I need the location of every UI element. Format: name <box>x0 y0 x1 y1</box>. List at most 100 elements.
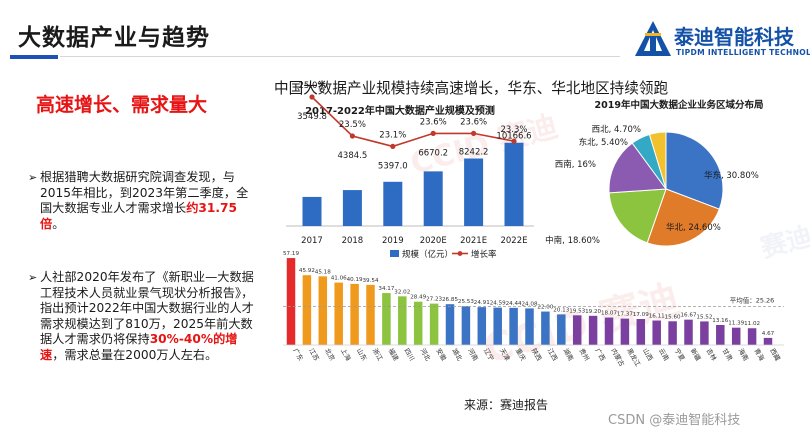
province-bar-value: 24.08 <box>521 301 537 307</box>
province-x-tick: 北京 <box>323 347 338 363</box>
province-x-tick: 内蒙古 <box>609 347 627 369</box>
province-bar <box>382 293 391 345</box>
bullet-text: 人社部2020年发布了《新职业—大数据工程技术人员就业景气现状分析报告》，指出预… <box>40 270 254 347</box>
province-bar <box>493 307 502 345</box>
province-bar <box>350 283 359 345</box>
title-divider <box>60 56 620 57</box>
province-bar <box>604 317 614 345</box>
pie-slice <box>631 133 667 190</box>
province-bar <box>588 315 598 345</box>
growth-rate-label: 23.5% <box>339 120 366 130</box>
csdn-attribution: CSDN @泰迪智能科技 <box>608 413 741 428</box>
province-bar-value: 20.13 <box>553 307 569 313</box>
province-bar <box>684 319 693 345</box>
legend-label-growth: 增长率 <box>471 249 497 260</box>
charts-headline: 中国大数据产业规模持续高速增长，华东、华北地区持续领跑 <box>274 80 669 97</box>
region-pie-title: 2019年中国大数据企业业务区域分布局 <box>595 99 764 111</box>
pie-slice-label: 西南, 16% <box>555 159 596 170</box>
province-bar <box>334 282 343 345</box>
province-bar-value: 22.00 <box>537 305 553 311</box>
pie-slice-label: 华北, 24.60% <box>666 222 721 233</box>
bullet-highlight: 约31.75倍 <box>40 201 237 231</box>
bullet-mohrss-report: ➢ 人社部2020年发布了《新职业—大数据工程技术人员就业景气现状分析报告》，指… <box>28 270 254 364</box>
watermark: CCID 赛迪 <box>406 108 562 182</box>
bullet-highlight: 30%-40%的增速 <box>40 332 238 362</box>
logo-name: 泰迪智能科技 <box>674 25 794 49</box>
province-x-tick: 天津 <box>498 347 512 363</box>
province-x-tick: 黑龙江 <box>625 347 643 369</box>
province-bar-value: 57.19 <box>283 251 299 257</box>
bullet-body: 根据猎聘大数据研究院调查发现，与2015年相比，到2023年第二季度，全国大数据… <box>40 170 254 232</box>
pie-slice <box>646 188 720 247</box>
pie-slice <box>608 142 667 194</box>
scale-bar-value: 3549.8 <box>297 112 327 122</box>
pie-slice-label: 东北, 5.40% <box>579 137 628 148</box>
province-bar-value: 41.06 <box>331 276 347 282</box>
province-bar <box>557 314 566 345</box>
scale-bar-value: 4384.5 <box>338 151 368 161</box>
section-heading: 高速增长、需求量大 <box>36 94 208 116</box>
province-bar <box>461 306 471 345</box>
province-x-tick: 青海 <box>752 347 767 363</box>
province-bar-value: 4.67 <box>762 331 775 337</box>
growth-rate-label: 23.1% <box>379 130 406 140</box>
province-x-tick: 江西 <box>546 347 560 363</box>
growth-rate-label: 23.3% <box>500 125 527 135</box>
bullet-text: 根据猎聘大数据研究院调查发现，与2015年相比，到2023年第二季度，全国大数据… <box>40 170 249 216</box>
province-x-tick: 山西 <box>641 347 656 363</box>
growth-rate-label: 23.6% <box>460 117 487 127</box>
province-bar-value: 45.92 <box>299 268 315 274</box>
growth-rate-point <box>511 138 517 144</box>
province-bar <box>636 319 646 345</box>
province-x-tick: 湖北 <box>450 347 465 363</box>
scale-bar <box>302 196 322 226</box>
province-bar <box>286 258 296 345</box>
watermark: 赛迪 <box>757 221 810 265</box>
province-x-tick: 山东 <box>355 347 370 363</box>
pie-slice <box>608 188 667 244</box>
province-bar-value: 39.54 <box>362 278 378 284</box>
province-bar <box>413 301 423 345</box>
province-x-tick: 江苏 <box>307 347 322 363</box>
bullet-text-end: 。 <box>52 216 65 231</box>
scale-bar <box>383 181 403 226</box>
scale-bar <box>423 171 443 226</box>
province-x-tick: 云南 <box>657 347 672 363</box>
province-bar-value: 11.02 <box>744 321 760 327</box>
province-bar-value: 15.60 <box>665 314 681 320</box>
province-x-tick: 上海 <box>339 347 354 363</box>
province-x-tick: 河南 <box>466 347 481 363</box>
legend-swatch-growth-dot <box>457 251 463 256</box>
province-x-tick: 吉林 <box>705 347 720 363</box>
province-bar <box>572 315 582 345</box>
province-bar <box>716 324 725 345</box>
pie-slice-label: 西北, 4.70% <box>592 125 641 135</box>
watermark: CCID 赛迪 <box>478 276 685 374</box>
scale-bar-value: 6670.2 <box>418 148 448 158</box>
province-bar-value: 19.53 <box>569 308 585 314</box>
growth-rate-line <box>311 96 515 148</box>
province-x-tick: 甘肃 <box>721 347 736 363</box>
growth-rate-label: 23.6% <box>420 117 447 127</box>
pie-slice-label: 华东, 30.80% <box>704 170 759 181</box>
province-bar-value: 24.59 <box>490 301 506 307</box>
scale-bar <box>464 158 484 226</box>
province-x-tick: 陕西 <box>530 347 545 363</box>
province-x-tick: 新疆 <box>689 347 704 363</box>
tipdm-logo-icon <box>635 21 671 56</box>
province-bar-value: 32.02 <box>394 289 410 295</box>
average-label: 平均值：25.26 <box>730 296 775 305</box>
province-x-tick: 广东 <box>291 347 306 363</box>
scale-x-tick: 2019 <box>382 236 404 246</box>
province-bar-value: 11.39 <box>728 321 744 327</box>
legend-swatch-scale <box>390 250 399 257</box>
province-bar-value: 18.07 <box>601 311 617 317</box>
province-bar <box>747 328 757 345</box>
province-bar <box>302 275 312 345</box>
province-x-tick: 河北 <box>418 347 432 363</box>
province-bar <box>398 296 407 345</box>
province-bar <box>366 284 375 345</box>
title-underline-accent <box>10 55 58 59</box>
scale-bar <box>342 190 362 226</box>
province-x-tick: 西藏 <box>768 347 783 363</box>
